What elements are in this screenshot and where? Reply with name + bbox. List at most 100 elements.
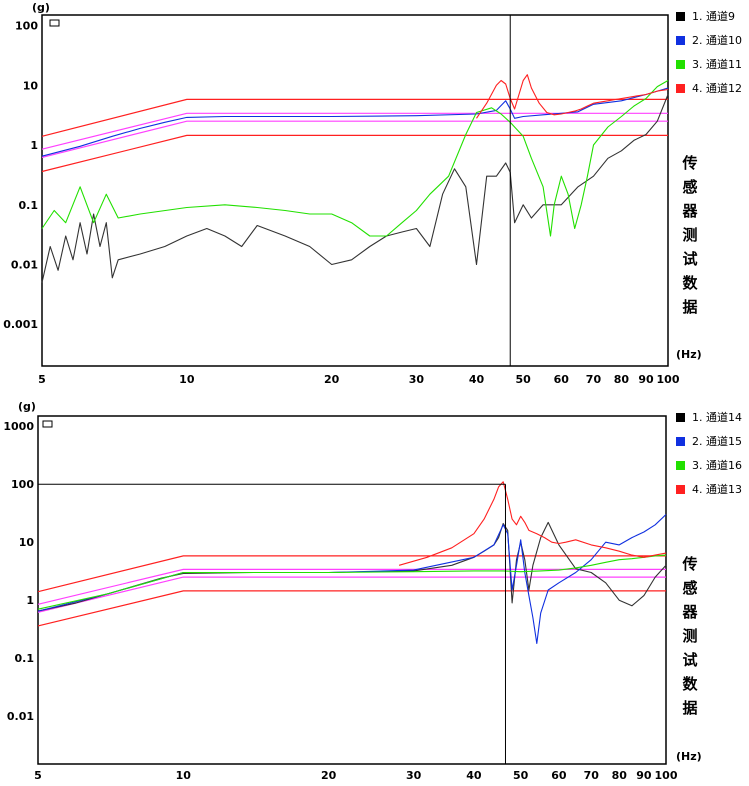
chart-1-legend-label-2: 2. 通道10 <box>692 33 742 47</box>
chart-1: (g) (Hz) 100 10 1 0.1 0.01 0.001 5 10 20 30 40 50 6… <box>3 1 742 386</box>
chart-1-side-char-6: 数 <box>682 274 698 292</box>
chart-1-side-char-3: 器 <box>681 202 698 220</box>
chart-1-y-tick-0: 100 <box>15 20 38 33</box>
chart-1-x-tick-3: 30 <box>409 373 425 386</box>
chart-2-legend: 1. 通道14 2. 通道15 3. 通道16 4. 通道13 <box>676 410 742 496</box>
chart-1-x-tick-8: 80 <box>614 373 630 386</box>
chart-1-side-char-7: 据 <box>682 298 697 316</box>
chart-1-y-tick-4: 0.01 <box>11 258 38 271</box>
chart-2-y-tick-1: 100 <box>11 478 34 491</box>
chart-1-side-char-1: 传 <box>681 154 697 172</box>
chart-1-x-tick-10: 100 <box>657 373 680 386</box>
chart-2-cursor <box>38 483 506 764</box>
chart-2-side-char-4: 测 <box>682 627 697 645</box>
chart-2-side-char-3: 器 <box>681 603 698 621</box>
chart-2-series-1-line <box>37 521 667 612</box>
chart-2-y-tick-4: 0.1 <box>15 652 35 665</box>
chart-2-side-char-2: 感 <box>682 579 697 597</box>
chart-2-legend-label-1: 1. 通道14 <box>692 410 742 424</box>
chart-2-reference-lines <box>37 555 666 627</box>
chart-2-series <box>37 481 667 644</box>
chart-1-alarm-lower-line <box>41 120 668 158</box>
chart-1-legend: 1. 通道9 2. 通道10 3. 通道11 4. 通道12 <box>676 9 742 95</box>
chart-2-side-char-7: 据 <box>682 699 697 717</box>
chart-2-x-tick-10: 100 <box>655 769 678 782</box>
chart-2-x-tick-0: 5 <box>34 769 42 782</box>
chart-2-x-tick-1: 10 <box>176 769 192 782</box>
chart-1-legend-label-3: 3. 通道11 <box>692 57 742 71</box>
chart-1-y-unit: (g) <box>32 1 50 14</box>
chart-2-abort-lower-line <box>37 590 666 627</box>
chart-1-y-tick-5: 0.001 <box>3 318 38 331</box>
chart-1-x-tick-1: 10 <box>179 373 195 386</box>
chart-1-y-tick-3: 0.1 <box>19 199 39 212</box>
chart-2-x-tick-2: 20 <box>321 769 337 782</box>
chart-2-y-tick-5: 0.01 <box>7 710 34 723</box>
chart-2-x-tick-7: 70 <box>584 769 600 782</box>
chart-1-x-tick-9: 90 <box>638 373 654 386</box>
chart-2-x-tick-3: 30 <box>406 769 422 782</box>
chart-1-x-tick-6: 60 <box>554 373 570 386</box>
chart-1-alarm-upper-line <box>41 112 668 150</box>
chart-2-y-unit: (g) <box>18 400 36 413</box>
chart-2-y-tick-labels: 1000 100 10 1 0.1 0.01 <box>3 420 34 723</box>
chart-1-legend-swatch-1 <box>676 12 685 21</box>
chart-1-legend-swatch-2 <box>676 36 685 45</box>
chart-2-x-unit: (Hz) <box>676 750 702 763</box>
chart-1-series-2-line <box>41 87 669 157</box>
chart-2: (g) (Hz) 1000 100 10 1 0.1 0.01 5 10 20 30 40 50 60… <box>3 400 742 782</box>
chart-1-x-tick-labels: 5 10 20 30 40 50 60 70 80 90 100 <box>38 373 680 386</box>
chart-2-side-char-1: 传 <box>681 555 697 573</box>
chart-1-x-tick-5: 50 <box>516 373 532 386</box>
chart-1-corner-marker-icon[interactable] <box>49 19 60 27</box>
chart-1-legend-label-4: 4. 通道12 <box>692 81 742 95</box>
chart-2-side-char-5: 试 <box>682 651 697 669</box>
chart-1-series-3-line <box>41 80 669 237</box>
chart-1-side-char-4: 测 <box>682 226 697 244</box>
chart-2-y-tick-3: 1 <box>26 594 34 607</box>
chart-1-series-4-line <box>476 74 669 119</box>
chart-2-legend-swatch-2 <box>676 437 685 446</box>
chart-1-abort-lower-line <box>41 134 668 173</box>
chart-1-x-tick-4: 40 <box>469 373 485 386</box>
chart-2-alarm-lower-line <box>37 576 666 613</box>
chart-2-legend-label-2: 2. 通道15 <box>692 434 742 448</box>
chart-1-frame <box>41 14 669 367</box>
chart-2-legend-swatch-4 <box>676 485 685 494</box>
chart-1-legend-swatch-3 <box>676 60 685 69</box>
chart-2-x-tick-9: 90 <box>636 769 652 782</box>
chart-2-alarm-upper-line <box>37 568 666 605</box>
chart-1-side-char-2: 感 <box>682 178 697 196</box>
chart-1-x-unit: (Hz) <box>676 348 702 361</box>
chart-1-side-char-5: 试 <box>682 250 697 268</box>
chart-1-x-tick-2: 20 <box>324 373 340 386</box>
chart-2-legend-label-4: 4. 通道13 <box>692 482 742 496</box>
chart-1-series <box>41 74 669 283</box>
chart-2-series-3-line <box>37 554 667 610</box>
chart-2-corner-marker-icon[interactable] <box>42 420 53 428</box>
chart-2-x-tick-5: 50 <box>513 769 529 782</box>
chart-2-abort-upper-line <box>37 555 666 593</box>
chart-2-series-2-line <box>37 514 667 644</box>
chart-2-legend-swatch-3 <box>676 461 685 470</box>
chart-2-frame <box>37 415 667 765</box>
chart-2-y-tick-2: 10 <box>19 536 35 549</box>
chart-1-legend-swatch-4 <box>676 84 685 93</box>
chart-1-x-tick-0: 5 <box>38 373 46 386</box>
chart-2-x-tick-labels: 5 10 20 30 40 50 60 70 80 90 100 <box>34 769 678 782</box>
chart-1-legend-label-1: 1. 通道9 <box>692 9 735 23</box>
chart-2-legend-label-3: 3. 通道16 <box>692 458 742 472</box>
chart-1-y-tick-1: 10 <box>23 79 39 92</box>
chart-1-y-tick-2: 1 <box>30 139 38 152</box>
chart-2-side-char-6: 数 <box>682 675 698 693</box>
chart-1-x-tick-7: 70 <box>586 373 602 386</box>
chart-1-reference-lines <box>41 98 668 173</box>
chart-2-series-4-line <box>398 481 667 566</box>
chart-1-y-tick-labels: 100 10 1 0.1 0.01 0.001 <box>3 20 38 332</box>
chart-2-x-tick-6: 60 <box>551 769 567 782</box>
chart-2-x-tick-8: 80 <box>612 769 628 782</box>
chart-1-abort-upper-line <box>41 98 668 137</box>
chart-2-y-tick-0: 1000 <box>3 420 34 433</box>
